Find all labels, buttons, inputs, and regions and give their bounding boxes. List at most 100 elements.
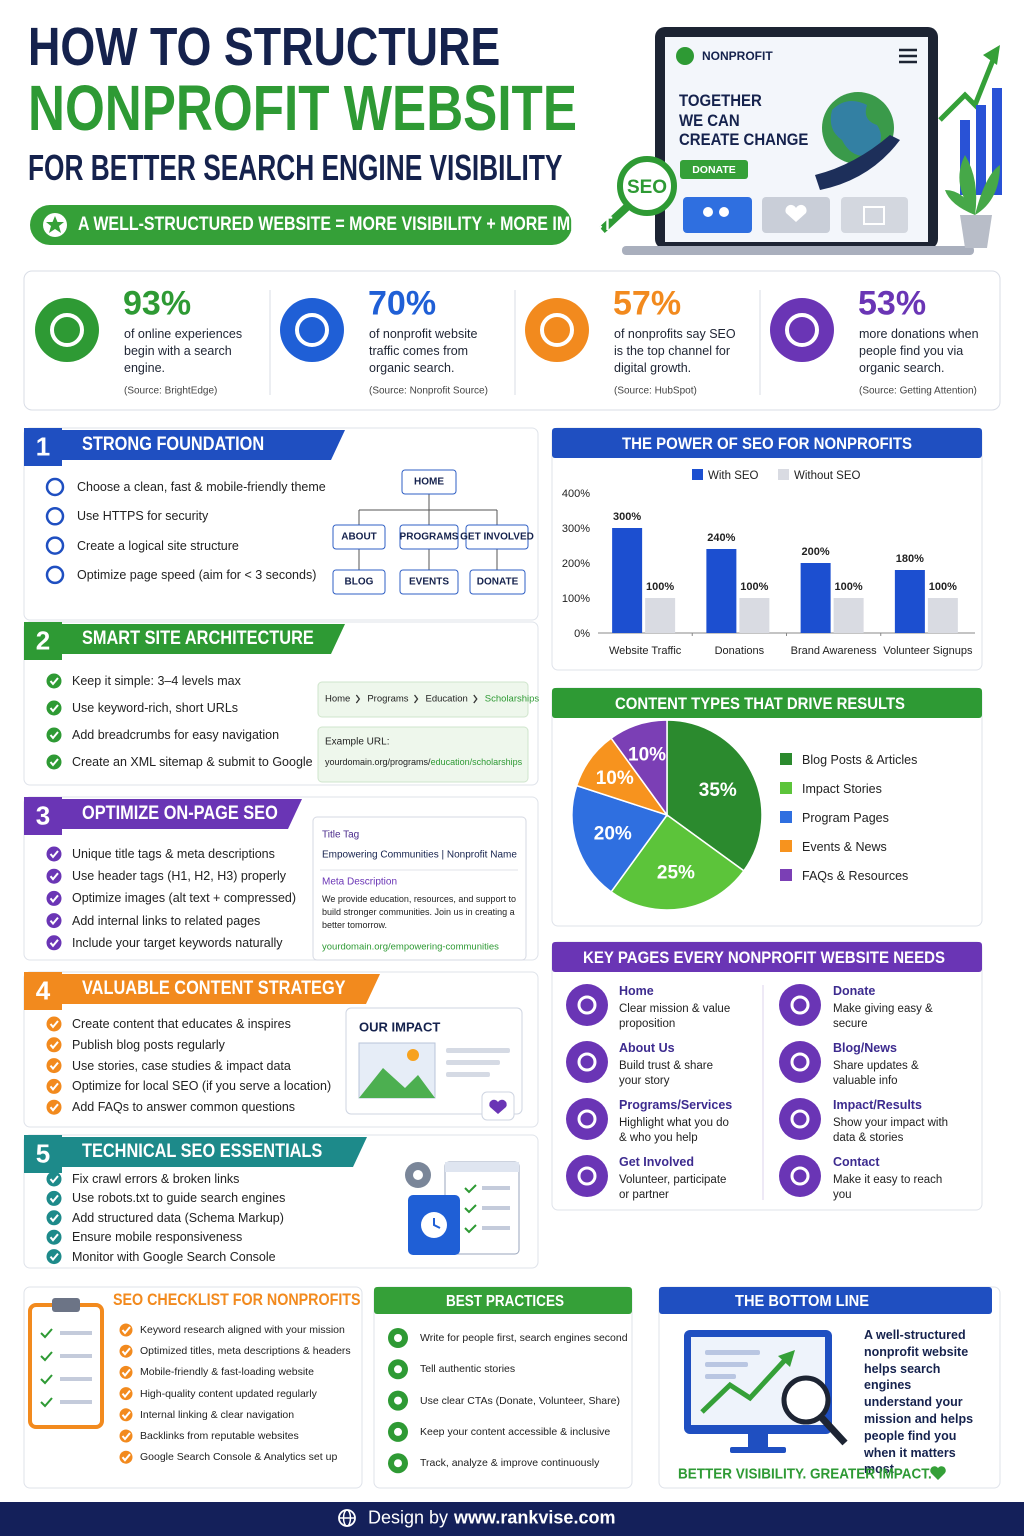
- step-item: Use stories, case studies & impact data: [72, 1058, 291, 1073]
- check-mark: [49, 1252, 59, 1262]
- check-bullet: [46, 1078, 62, 1094]
- heart-icon: [785, 204, 807, 222]
- sitemap-node-text: GET INVOLVED: [460, 531, 534, 543]
- page-desc: Clear mission & value proposition: [619, 1003, 731, 1030]
- check-bullet: [46, 890, 62, 906]
- page-name: Donate: [833, 984, 876, 998]
- pie-value-label: 20%: [594, 824, 632, 845]
- check-mark: [49, 1082, 59, 1091]
- check-mark: [49, 1020, 59, 1029]
- check-mark: [121, 1411, 131, 1420]
- logo: [676, 47, 694, 65]
- pie-value-label: 25%: [657, 862, 695, 883]
- step-item: Add internal links to related pages: [72, 913, 261, 928]
- serp-title: Empowering Communities | Nonprofit Name: [322, 849, 517, 861]
- page-icon: [566, 1155, 608, 1197]
- step-title: STRONG FOUNDATION: [82, 434, 265, 455]
- legend-swatch: [780, 811, 792, 823]
- breadcrumb-item: Education: [425, 693, 468, 705]
- hero-button-text: DONATE: [692, 163, 736, 176]
- check-mark: [121, 1453, 131, 1462]
- people-icon: [703, 207, 713, 217]
- step-item: Use header tags (H1, H2, H3) properly: [72, 869, 286, 884]
- step-title: VALUABLE CONTENT STRATEGY: [82, 978, 346, 999]
- check-mark: [49, 872, 59, 881]
- check-mark: [121, 1347, 131, 1356]
- legend-label: Events & News: [802, 840, 887, 854]
- sitemap-node: [399, 524, 459, 550]
- step-item: Use robots.txt to guide search engines: [72, 1191, 286, 1206]
- stat-value: 70%: [368, 284, 437, 323]
- text-line: [446, 1048, 510, 1053]
- x-tick-label: Website Traffic: [609, 645, 682, 657]
- check-bullet: [46, 1016, 62, 1032]
- stat-icon: [525, 298, 589, 362]
- tagline-heart: [930, 1466, 946, 1480]
- key-pages-header: [552, 942, 982, 972]
- hero-headline: TOGETHER: [679, 91, 762, 110]
- deco-bar: [976, 105, 986, 195]
- practice-icon-inner: [394, 1427, 402, 1436]
- text-line: [446, 1060, 500, 1065]
- practice-item: Track, analyze & improve continuously: [420, 1457, 600, 1470]
- stat-icon-inner: [295, 313, 329, 347]
- bar: [894, 570, 925, 633]
- x-tick-label: Brand Awareness: [791, 645, 878, 657]
- bar-value-label: 100%: [929, 581, 957, 593]
- stat-icon: [280, 298, 344, 362]
- bar-value-label: 200%: [802, 546, 830, 558]
- banner-text: A WELL-STRUCTURED WEBSITE = MORE VISIBIL…: [78, 214, 613, 235]
- tick: [464, 1204, 477, 1214]
- step-number-box: [24, 1135, 62, 1173]
- stat-icon: [770, 298, 834, 362]
- sitemap-node: [469, 569, 526, 595]
- footer-url: www.rankvise.com: [454, 1507, 616, 1528]
- checklist-item: Mobile-friendly & fast-loading website: [140, 1366, 314, 1379]
- chart-header: [552, 688, 982, 718]
- title-line-2: NONPROFIT WEBSITE: [28, 72, 577, 144]
- step-item: Use keyword-rich, short URLs: [72, 701, 239, 715]
- seo-badge: SEO: [627, 177, 667, 198]
- stat-source: (Source: HubSpot): [614, 385, 697, 397]
- sitemap-root-text: HOME: [414, 476, 444, 488]
- banner: [30, 205, 572, 245]
- stat-text: of nonprofit website traffic comes from …: [369, 327, 478, 375]
- sitemap-node: [332, 524, 386, 550]
- step-number-box: [24, 428, 62, 466]
- bar-value-label: 100%: [646, 581, 674, 593]
- stat-value: 57%: [613, 284, 682, 323]
- check-mark: [49, 1175, 59, 1184]
- check-mark: [49, 758, 59, 767]
- practice-icon-inner: [394, 1459, 402, 1468]
- growth-arrow: [938, 54, 998, 122]
- pie-value-label: 35%: [699, 780, 737, 801]
- check-mark: [49, 677, 59, 686]
- checklist-item: Optimized titles, meta descriptions & he…: [140, 1345, 351, 1358]
- bar: [645, 598, 676, 633]
- globe-meridian: [342, 1509, 352, 1527]
- page-desc: Make it easy to reach you: [833, 1174, 943, 1201]
- magnifier-handle: [819, 1415, 848, 1446]
- practice-item: Use clear CTAs (Donate, Volunteer, Share…: [420, 1394, 620, 1407]
- step-item: Choose a clean, fast & mobile-friendly t…: [77, 480, 326, 494]
- bottom-tagline: BETTER VISIBILITY. GREATER IMPACT.: [678, 1465, 932, 1483]
- page-icon: [566, 984, 608, 1026]
- page-icon-inner: [577, 1052, 597, 1072]
- legend-label: Program Pages: [802, 811, 889, 825]
- hero-button: [680, 160, 748, 179]
- step-item: Fix crawl errors & broken links: [72, 1172, 240, 1186]
- step-title-bar: [62, 624, 345, 654]
- page-icon-inner: [790, 1109, 810, 1129]
- checklist-title: SEO CHECKLIST FOR NONPROFITS: [113, 1290, 361, 1309]
- step-item: Create content that educates & inspires: [72, 1017, 291, 1031]
- bar: [927, 598, 958, 633]
- bar-value-label: 100%: [835, 581, 863, 593]
- url-path: education/scholarships: [430, 757, 523, 767]
- page-icon: [779, 1155, 821, 1197]
- magnifier: [617, 156, 677, 216]
- step-title: OPTIMIZE ON-PAGE SEO: [82, 803, 278, 824]
- page-desc: Highlight what you do & who you help: [619, 1117, 729, 1144]
- step-item: Optimize images (alt text + compressed): [72, 891, 297, 906]
- serp-url: yourdomain.org/empowering-communities: [322, 941, 499, 953]
